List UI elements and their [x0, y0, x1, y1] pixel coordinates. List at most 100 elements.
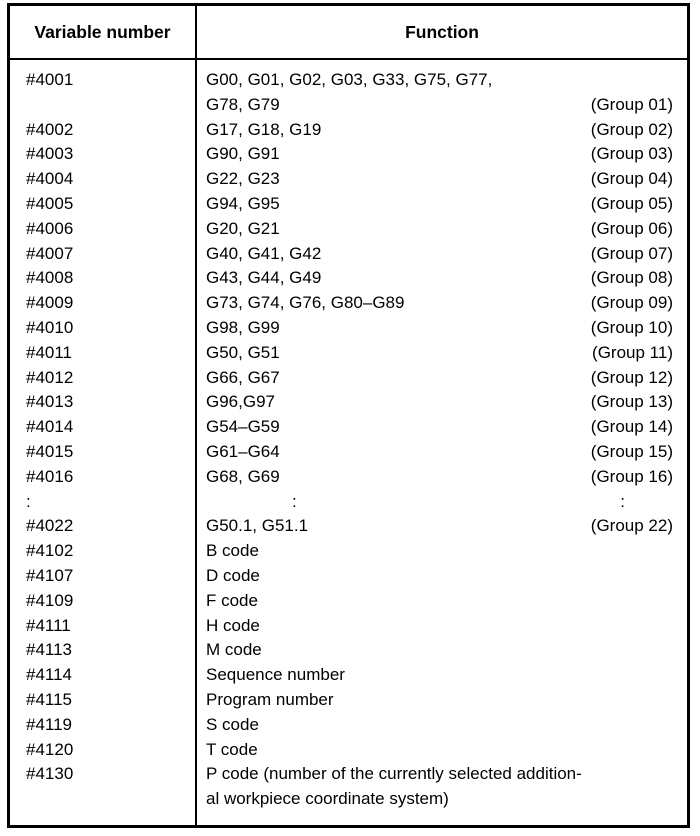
function-codes: G00, G01, G02, G03, G33, G75, G77, [206, 70, 493, 89]
variable-number-cell: #4013 [26, 392, 74, 412]
group-label: (Group 15) [590, 441, 673, 461]
function-cell: G68, G69 (Group 16) [206, 465, 673, 490]
function-cell: P code (number of the currently selected… [206, 762, 673, 787]
function-cell: G17, G18, G19 (Group 02) [206, 118, 673, 143]
function-cell: G94, G95 (Group 05) [206, 192, 673, 217]
function-cell: M code [206, 638, 673, 663]
variable-number-cell [26, 787, 191, 812]
variable-number-cell: #4113 [26, 640, 73, 660]
function-cell: G43, G44, G49 (Group 08) [206, 266, 673, 291]
group-label: (Group 09) [590, 293, 673, 313]
function-codes: G22, G23 [206, 169, 280, 189]
function-codes: G50, G51 [206, 342, 280, 362]
function-cell: G20, G21 (Group 06) [206, 217, 673, 242]
function-codes: G54–G59 [206, 417, 280, 437]
function-cell: B code [206, 539, 673, 564]
function-cell: S code [206, 713, 673, 738]
function-cell: Program number [206, 688, 673, 713]
function-codes: G98, G99 [206, 317, 280, 337]
function-cell: G50, G51 (Group 11) [206, 341, 673, 366]
function-codes: G73, G74, G76, G80–G89 [206, 293, 405, 313]
function-codes: G43, G44, G49 [206, 268, 322, 288]
variable-number-cell: : [26, 491, 31, 511]
variable-number-cell: #4111 [26, 615, 71, 635]
variable-number-cell: #4011 [26, 342, 73, 362]
variable-number-cell: #4114 [26, 665, 73, 685]
variable-number-cell: #4014 [26, 417, 74, 437]
function-cell: T code [206, 738, 673, 763]
variable-number-cell: #4001 [26, 70, 74, 89]
function-cell: : : [206, 490, 673, 515]
function-cell: G98, G99 (Group 10) [206, 316, 673, 341]
function-cell: G00, G01, G02, G03, G33, G75, G77, [206, 68, 673, 93]
variable-number-cell: #4002 [26, 119, 74, 139]
function-cell: al workpiece coordinate system) [206, 787, 673, 812]
function-codes: Sequence number [206, 665, 345, 685]
function-codes: Program number [206, 689, 334, 709]
variable-number-cell: #4102 [26, 541, 74, 561]
function-column: G00, G01, G02, G03, G33, G75, G77, G78, … [195, 60, 687, 825]
function-codes: G68, G69 [206, 466, 280, 486]
variable-number-cell: #4120 [26, 739, 74, 759]
group-label: (Group 13) [590, 392, 673, 412]
table-header-row: Variable number Function [10, 6, 687, 60]
function-codes: B code [206, 541, 259, 561]
variable-number-cell: #4010 [26, 317, 74, 337]
group-label: (Group 06) [590, 218, 673, 238]
variable-number-cell: #4009 [26, 293, 74, 313]
variable-number-cell: #4022 [26, 516, 74, 536]
function-codes: P code (number of the currently selected… [206, 764, 582, 784]
variable-number-column: #4001 #4002 #4003 #4004 #4005 #4006 #400… [10, 60, 195, 825]
function-cell: F code [206, 589, 673, 614]
group-label: (Group 07) [590, 243, 673, 263]
function-codes: G20, G21 [206, 218, 280, 238]
group-label: (Group 08) [590, 268, 673, 288]
variable-number-cell: #4012 [26, 367, 74, 387]
variable-number-cell: #4016 [26, 466, 74, 486]
table-body: #4001 #4002 #4003 #4004 #4005 #4006 #400… [10, 60, 687, 825]
function-codes: : [292, 491, 297, 511]
group-label: : [620, 491, 625, 511]
function-cell: G61–G64 (Group 15) [206, 440, 673, 465]
function-cell: G78, G79 (Group 01) [206, 93, 673, 118]
function-codes: G50.1, G51.1 [206, 516, 309, 536]
group-label: (Group 12) [590, 367, 673, 387]
function-cell: G96,G97 (Group 13) [206, 390, 673, 415]
function-codes: F code [206, 590, 258, 610]
function-codes: D code [206, 565, 260, 585]
variable-number-cell [26, 93, 191, 118]
function-codes: S code [206, 714, 259, 734]
function-cell: G66, G67 (Group 12) [206, 366, 673, 391]
variable-number-cell: #4004 [26, 169, 74, 189]
group-label: (Group 02) [590, 119, 673, 139]
function-codes: G78, G79 [206, 94, 280, 114]
function-cell: G50.1, G51.1 (Group 22) [206, 514, 673, 539]
function-cell: G22, G23 (Group 04) [206, 167, 673, 192]
function-codes: M code [206, 640, 262, 660]
function-cell: Sequence number [206, 663, 673, 688]
variable-function-table: Variable number Function #4001 #4002 #40… [7, 3, 690, 828]
function-codes: H code [206, 615, 260, 635]
group-label: (Group 03) [590, 144, 673, 164]
variable-number-cell: #4015 [26, 441, 74, 461]
function-codes: G94, G95 [206, 193, 280, 213]
function-cell: G90, G91 (Group 03) [206, 142, 673, 167]
group-label: (Group 16) [590, 466, 673, 486]
function-codes: G96,G97 [206, 392, 275, 412]
function-codes: G17, G18, G19 [206, 119, 322, 139]
function-cell: G40, G41, G42 (Group 07) [206, 242, 673, 267]
column-header-function: Function [195, 6, 687, 58]
group-label: (Group 11) [592, 342, 673, 362]
group-label: (Group 05) [590, 193, 673, 213]
variable-number-cell: #4008 [26, 268, 74, 288]
function-cell: G73, G74, G76, G80–G89 (Group 09) [206, 291, 673, 316]
function-codes: G61–G64 [206, 441, 280, 461]
variable-number-cell: #4107 [26, 565, 74, 585]
variable-number-cell: #4007 [26, 243, 74, 263]
variable-number-cell: #4109 [26, 590, 74, 610]
group-label: (Group 14) [590, 417, 673, 437]
function-codes: T code [206, 739, 258, 759]
column-header-variable-number: Variable number [34, 21, 171, 42]
function-codes: G40, G41, G42 [206, 243, 322, 263]
